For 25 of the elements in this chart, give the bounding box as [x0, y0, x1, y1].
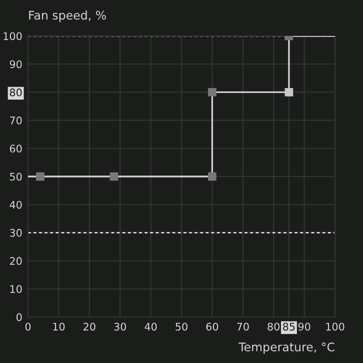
x-tick-label: 50 [176, 322, 188, 331]
y-tick-label: 80 [10, 88, 22, 96]
x-tick-label: 20 [84, 322, 96, 331]
x-tick-label: 30 [114, 322, 126, 331]
y-tick-label: 0 [16, 313, 22, 322]
x-tick-label: 0 [25, 322, 31, 331]
x-tick-label: 90 [298, 322, 310, 331]
x-tick-label: 80 [268, 322, 280, 331]
y-tick-label: 10 [10, 285, 22, 294]
x-tick-label: 10 [53, 322, 65, 331]
y-tick-label: 60 [10, 144, 22, 153]
x-tick-label: 100 [326, 322, 344, 331]
x-tick-label: 60 [206, 322, 218, 331]
y-tick-label: 90 [10, 60, 22, 68]
y-tick-label: 70 [10, 116, 22, 124]
x-tick-label: 70 [237, 322, 249, 331]
y-tick-label: 40 [10, 200, 22, 209]
y-tick-label: 100 [4, 32, 22, 40]
y-tick-label: 30 [10, 228, 22, 237]
y-axis-title: Fan speed, % [29, 10, 106, 22]
y-tick-label: 20 [10, 257, 22, 265]
x-tick-label: 40 [144, 322, 157, 331]
x-axis-title: Temperature, °C [238, 342, 334, 354]
x-tick-label: 85 [283, 322, 295, 331]
y-tick-label: 50 [10, 172, 22, 181]
